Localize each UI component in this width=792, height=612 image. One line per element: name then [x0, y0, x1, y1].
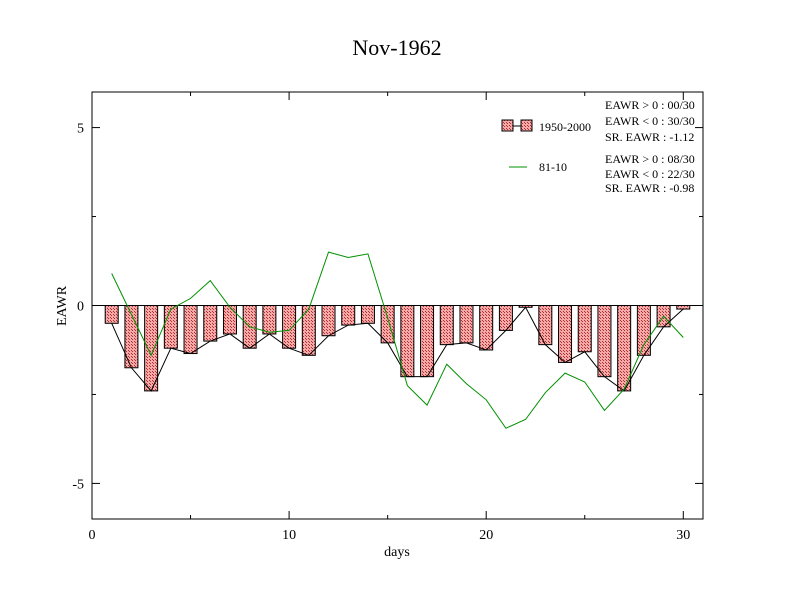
bar-day-28 — [636, 305, 651, 356]
series-1950-2000-outline — [111, 306, 684, 392]
bar-day-6 — [203, 305, 218, 342]
bar-day-15 — [380, 305, 395, 344]
x-axis: 0 10 20 30 — [89, 92, 690, 543]
bar-day-17 — [420, 305, 435, 378]
legend: 1950-2000 81-10 — [501, 119, 591, 174]
bar-day-16 — [400, 305, 415, 378]
y-tick-label--5: -5 — [72, 477, 84, 492]
x-tick-label-20: 20 — [479, 528, 493, 543]
bar-day-9 — [262, 305, 277, 335]
bar-day-25 — [577, 305, 592, 353]
bar-day-12 — [321, 305, 336, 337]
bar-day-26 — [597, 305, 612, 378]
y-axis: 5 0 -5 — [72, 122, 703, 492]
bar-day-13 — [341, 305, 356, 326]
stat-negative-1950-2000: EAWR < 0 : 30/30 — [605, 114, 695, 128]
legend-label-81-10: 81-10 — [539, 160, 567, 174]
bar-day-3 — [144, 305, 159, 392]
bar-day-1 — [104, 305, 119, 324]
x-tick-label-10: 10 — [282, 528, 296, 543]
bar-day-20 — [479, 305, 494, 351]
x-axis-label: days — [384, 545, 410, 560]
legend-bar-swatch-right — [520, 119, 533, 132]
series-81-10-line — [111, 251, 684, 429]
bar-day-10 — [282, 305, 297, 349]
bar-day-21 — [498, 305, 513, 331]
stat-negative-81-10: EAWR < 0 : 22/30 — [605, 167, 695, 181]
bar-day-24 — [558, 305, 573, 363]
bar-day-18 — [439, 305, 454, 346]
bar-day-30 — [676, 305, 691, 310]
stat-positive-1950-2000: EAWR > 0 : 00/30 — [605, 98, 695, 112]
chart-title: Nov-1962 — [352, 35, 441, 60]
bar-day-23 — [538, 305, 553, 346]
y-tick-label-0: 0 — [77, 300, 84, 315]
x-tick-label-30: 30 — [676, 528, 690, 543]
bars-1950-2000 — [104, 305, 691, 392]
x-tick-label-0: 0 — [89, 528, 96, 543]
legend-bar-swatch-left — [501, 119, 514, 132]
stat-sr-81-10: SR. EAWR : -0.98 — [605, 181, 694, 195]
y-tick-label-5: 5 — [77, 122, 84, 137]
y-axis-label: EAWR — [55, 285, 70, 326]
bar-day-11 — [301, 305, 316, 356]
legend-label-1950-2000: 1950-2000 — [539, 120, 591, 134]
bar-day-4 — [163, 305, 178, 349]
stat-positive-81-10: EAWR > 0 : 08/30 — [605, 152, 695, 166]
bar-day-19 — [459, 305, 474, 344]
stats-annotations: EAWR > 0 : 00/30 EAWR < 0 : 30/30 SR. EA… — [605, 98, 695, 195]
bar-day-5 — [183, 305, 198, 355]
bar-day-14 — [360, 305, 375, 324]
bar-day-7 — [222, 305, 237, 335]
stat-sr-1950-2000: SR. EAWR : -1.12 — [605, 130, 694, 144]
